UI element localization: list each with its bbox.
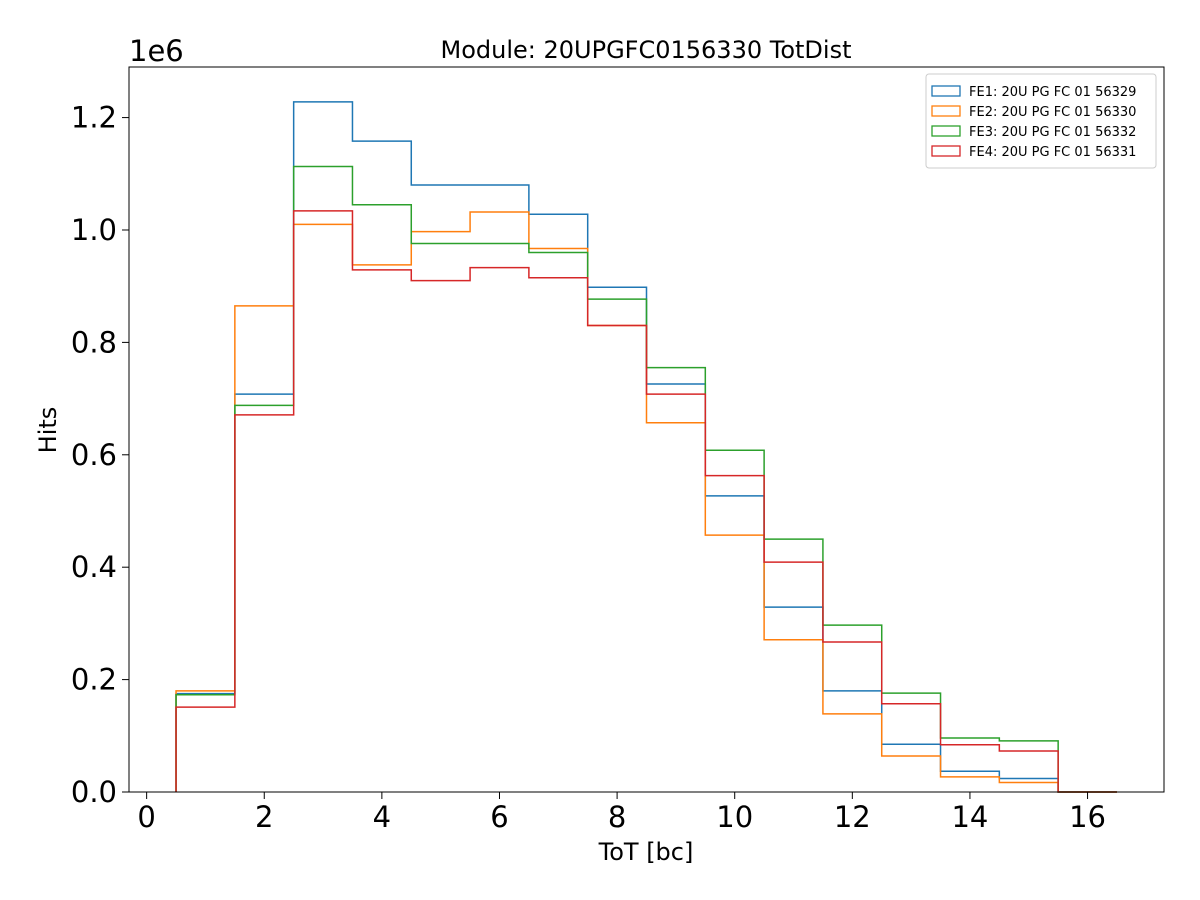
y-tick-label: 0.2 bbox=[71, 663, 117, 697]
x-axis-label: ToT [bc] bbox=[598, 838, 694, 866]
legend-box bbox=[925, 73, 1157, 169]
y-axis-offset-label: 1e6 bbox=[129, 34, 184, 68]
x-tick-label: 10 bbox=[716, 800, 753, 834]
series-layer bbox=[175, 101, 1117, 793]
legend-label-fe4: FE4: 20U PG FC 01 56331 bbox=[969, 145, 1136, 160]
axes-layer: 0 2 4 6 8 10 12 14 16 0.0 0.2 0.4 0.6 0.8 1.0 1.2 bbox=[71, 66, 1165, 834]
x-tick-label: 4 bbox=[373, 800, 391, 834]
y-tick-label: 0.6 bbox=[71, 438, 117, 472]
series-fe1-step bbox=[175, 101, 1117, 793]
x-tick-label: 8 bbox=[608, 800, 626, 834]
legend-label-fe2: FE2: 20U PG FC 01 56330 bbox=[969, 105, 1136, 120]
legend-swatch-fe1 bbox=[931, 85, 961, 97]
x-tick-label: 2 bbox=[255, 800, 273, 834]
legend-swatch-fe3 bbox=[931, 125, 961, 137]
legend: FE1: 20U PG FC 01 56329 FE2: 20U PG FC 01… bbox=[925, 73, 1157, 169]
legend-label-fe3: FE3: 20U PG FC 01 56332 bbox=[969, 125, 1136, 140]
chart-title: Module: 20UPGFC0156330 TotDist bbox=[441, 36, 852, 64]
series-fe4-step bbox=[175, 210, 1117, 793]
x-tick-label: 14 bbox=[951, 800, 988, 834]
y-tick-label: 1.2 bbox=[71, 101, 117, 135]
series-fe3-step bbox=[175, 165, 1117, 793]
legend-swatch-fe2 bbox=[931, 105, 961, 117]
x-tick-label: 6 bbox=[490, 800, 508, 834]
x-tick-label: 12 bbox=[834, 800, 871, 834]
y-tick-label: 1.0 bbox=[71, 213, 117, 247]
x-tick-label: 16 bbox=[1069, 800, 1106, 834]
legend-swatch-fe4 bbox=[931, 145, 961, 157]
y-tick-label: 0.8 bbox=[71, 325, 117, 359]
y-tick-label: 0.0 bbox=[71, 775, 117, 809]
legend-label-fe1: FE1: 20U PG FC 01 56329 bbox=[969, 85, 1136, 100]
y-tick-label: 0.4 bbox=[71, 550, 117, 584]
x-tick-label: 0 bbox=[137, 800, 155, 834]
plot-frame bbox=[128, 66, 1165, 793]
y-axis-label: Hits bbox=[34, 407, 62, 454]
